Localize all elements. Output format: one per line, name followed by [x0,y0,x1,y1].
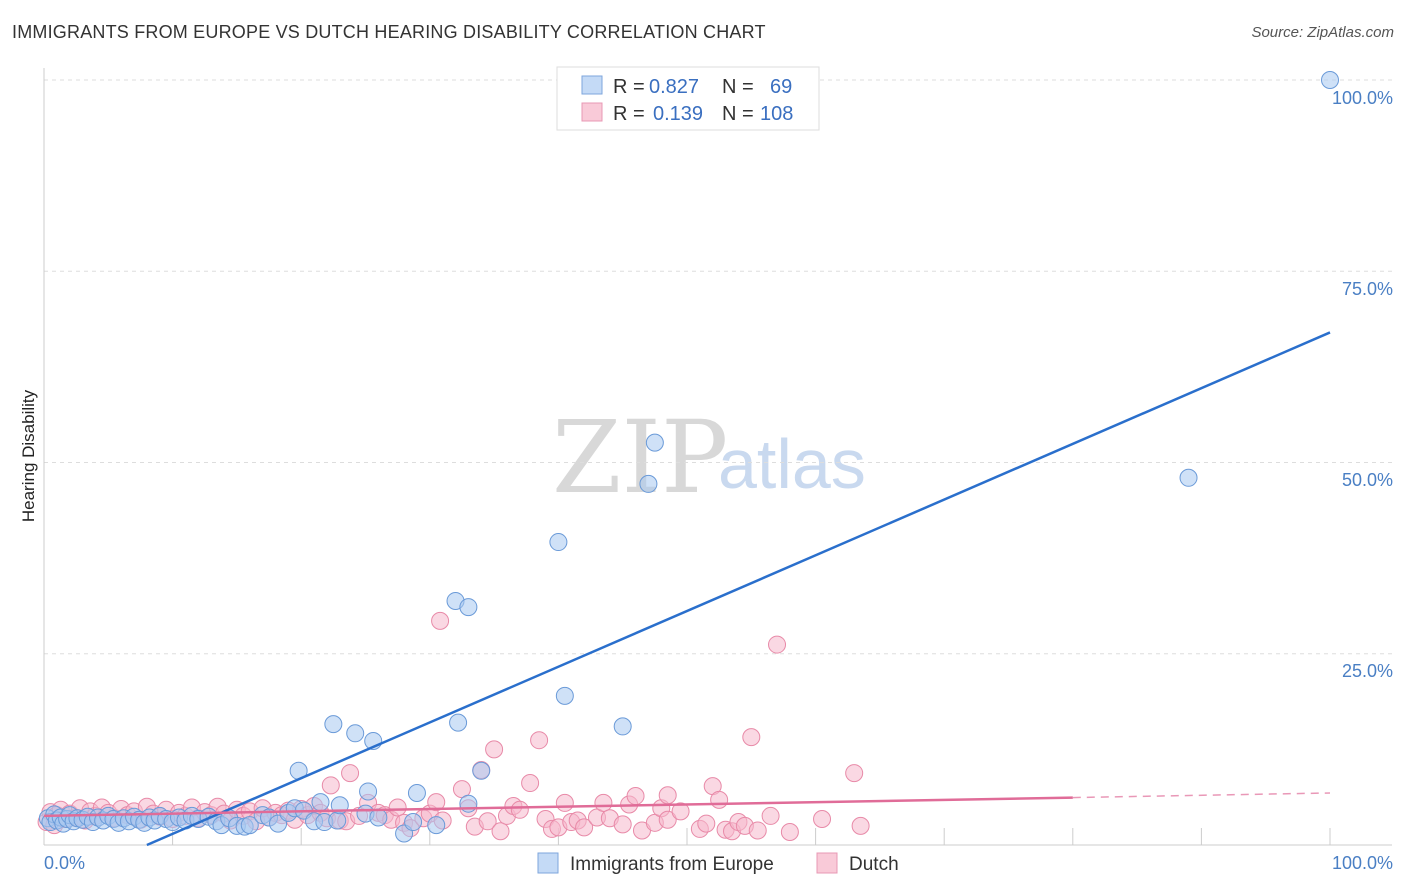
legend-r-value-europe: 0.827 [649,76,699,98]
y-axis-label: Hearing Disability [19,389,38,522]
point-dutch-76 [530,731,549,750]
x-tick-label-0: 0.0% [44,853,85,873]
bottom-legend-swatch-dutch [816,852,838,874]
watermark-zip: ZIP [552,399,728,516]
point-europe-60 [427,816,446,835]
point-europe-62 [449,713,468,732]
legend-r-label-europe: R = [613,76,645,98]
legend-r-value-dutch: 0.139 [653,103,703,125]
source-label: Source: ZipAtlas.com [1251,24,1394,41]
point-europe-54 [359,782,378,801]
point-dutch-71 [491,822,510,841]
point-dutch-48 [321,776,340,795]
legend-n-label-europe: N = [722,76,754,98]
bottom-legend-swatch-europe [537,852,559,874]
y-tick-labels: 100.0% 75.0% 50.0% 25.0% [1332,88,1393,681]
watermark-atlas: atlas [718,425,866,503]
point-dutch-107 [768,635,787,654]
point-europe-70 [613,717,632,736]
point-europe-66 [549,533,568,552]
point-europe-50 [324,715,343,734]
point-dutch-95 [671,802,690,821]
point-europe-65 [472,761,491,780]
point-dutch-93 [658,810,677,829]
point-dutch-80 [555,793,574,812]
trend-line-europe [146,331,1331,847]
point-dutch-104 [742,728,761,747]
point-europe-71 [1179,468,1198,487]
y-tick-label-25: 25.0% [1342,661,1393,681]
trend-line-dutch [43,796,1073,818]
legend-n-value-dutch: 108 [760,103,793,125]
point-europe-38 [240,816,259,835]
y-tick-label-100: 100.0% [1332,88,1393,108]
point-dutch-99 [710,790,729,809]
trend-line-dutch-extension [1072,792,1331,799]
watermark: ZIP atlas [552,399,866,516]
point-dutch-94 [658,786,677,805]
legend-r-label-dutch: R = [613,103,645,125]
point-dutch-89 [626,787,645,806]
point-europe-67 [555,686,574,705]
legend-swatch-europe [581,75,603,95]
trend-lines [43,331,1331,847]
point-europe-59 [404,813,423,832]
point-dutch-62 [427,793,446,812]
y-tick-label-75: 75.0% [1342,279,1393,299]
point-europe-69 [639,474,658,493]
correlation-legend: R = 0.827 N = 69 R = 0.139 N = 108 [556,66,820,131]
point-dutch-74 [510,800,529,819]
point-europe-63 [459,598,478,617]
point-europe-56 [369,808,388,827]
point-dutch-57 [388,798,407,817]
point-dutch-85 [594,793,613,812]
point-dutch-64 [431,611,450,630]
bottom-legend-label-dutch: Dutch [849,854,899,875]
chart-title: IMMIGRANTS FROM EUROPE VS DUTCH HEARING … [12,22,766,42]
point-dutch-108 [780,822,799,841]
point-dutch-75 [521,774,540,793]
point-europe-49 [328,811,347,830]
legend-swatch-dutch [581,102,603,122]
point-europe-68 [645,433,664,452]
series-legend: Immigrants from Europe Dutch [537,852,899,875]
point-europe-72 [1321,71,1339,89]
point-dutch-109 [813,809,832,828]
legend-n-label-dutch: N = [722,103,754,125]
bottom-legend-label-europe: Immigrants from Europe [570,854,774,875]
point-dutch-110 [845,764,864,783]
point-dutch-83 [575,818,594,837]
x-tick-label-100: 100.0% [1332,853,1393,873]
point-dutch-105 [748,821,767,840]
legend-n-value-europe: 69 [770,76,792,98]
point-europe-58 [407,783,426,802]
point-dutch-97 [697,814,716,833]
point-dutch-111 [851,816,870,835]
point-dutch-69 [478,812,497,831]
point-dutch-87 [613,815,632,834]
point-dutch-51 [341,764,360,783]
point-europe-52 [346,724,365,743]
y-tick-label-50: 50.0% [1342,470,1393,490]
gridlines [44,79,1392,655]
point-dutch-70 [485,740,504,759]
point-dutch-106 [761,806,780,825]
point-europe-47 [311,793,330,812]
